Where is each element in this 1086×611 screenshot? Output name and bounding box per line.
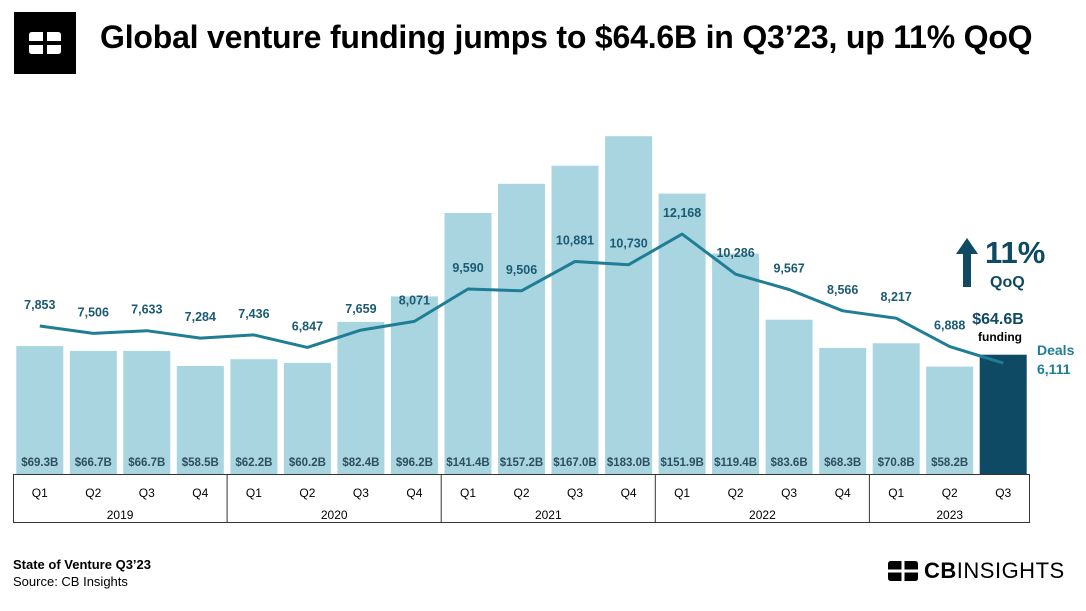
qoq-label: QoQ — [990, 274, 1025, 291]
deals-value-label: 9,567 — [773, 262, 804, 276]
deals-value-label: 7,633 — [131, 303, 162, 317]
funding-bar — [337, 321, 385, 474]
source-note: Source: CB Insights — [13, 574, 128, 589]
deals-value-label: 10,881 — [556, 234, 594, 248]
funding-bar — [283, 362, 331, 474]
funding-bar — [498, 183, 545, 475]
year-label: 2023 — [936, 508, 963, 522]
funding-bar — [16, 346, 64, 474]
deals-value-label: 7,436 — [238, 307, 269, 321]
funding-bar — [979, 354, 1027, 474]
deals-value-label: 9,506 — [506, 263, 537, 277]
funding-bar — [444, 213, 492, 474]
bar-value-label: $68.3B — [824, 457, 861, 469]
x-tick-label: Q4 — [835, 486, 851, 500]
x-tick-label: Q2 — [513, 486, 529, 500]
x-tick-label: Q4 — [192, 486, 208, 500]
funding-bar — [765, 319, 813, 474]
x-tick-label: Q1 — [32, 486, 48, 500]
bar-value-label: $70.8B — [878, 457, 915, 469]
deals-value-label: 8,071 — [399, 293, 430, 307]
bar-value-label: $69.3B — [21, 457, 58, 469]
x-tick-label: Q2 — [942, 486, 958, 500]
bar-value-label: $183.0B — [607, 457, 650, 469]
deals-value-label: 10,730 — [609, 237, 647, 251]
bar-value-label: $167.0B — [553, 457, 596, 469]
up-arrow-icon — [956, 238, 978, 287]
year-label: 2019 — [107, 508, 134, 522]
x-tick-label: Q3 — [995, 486, 1011, 500]
x-tick-label: Q4 — [621, 486, 637, 500]
funding-bar — [819, 347, 867, 474]
year-label: 2022 — [749, 508, 776, 522]
deals-line — [39, 232, 1004, 365]
x-tick-label: Q2 — [299, 486, 315, 500]
cb-logo-mark-icon — [29, 32, 61, 54]
funding-bar — [926, 366, 974, 474]
brand-bold: CB — [924, 558, 957, 583]
cb-brand-icon — [888, 561, 918, 581]
bar-value-label: $141.4B — [446, 457, 489, 469]
deals-value-label: 7,284 — [185, 310, 216, 324]
deals-value-label: 7,659 — [345, 302, 376, 316]
bar-value-label: $83.6B — [771, 457, 808, 469]
year-label: 2021 — [535, 508, 562, 522]
x-tick-label: Q1 — [674, 486, 690, 500]
x-tick-label: Q2 — [728, 486, 744, 500]
bar-value-label: $96.2B — [396, 457, 433, 469]
deals-value-label: 7,853 — [24, 298, 55, 312]
bar-value-label: $151.9B — [660, 457, 703, 469]
x-tick-label: Q3 — [567, 486, 583, 500]
bar-value-label: $66.7B — [75, 457, 112, 469]
deals-value-label: 10,286 — [716, 246, 754, 260]
deals-value-label: 7,506 — [78, 305, 109, 319]
x-tick-label: Q3 — [781, 486, 797, 500]
funding-bar — [872, 343, 920, 474]
x-tick-label: Q2 — [85, 486, 101, 500]
deals-value-label: 6,888 — [934, 319, 965, 333]
funding-bar — [712, 253, 760, 474]
funding-callout-value: $64.6B — [972, 311, 1024, 328]
cb-insights-brand: CBINSIGHTS — [888, 558, 1065, 584]
bar-value-label: $119.4B — [714, 457, 757, 469]
funding-callout-label: funding — [978, 330, 1022, 344]
bar-value-label: $58.2B — [931, 457, 968, 469]
bar-value-label: $60.2B — [289, 457, 326, 469]
deals-value-label: 9,590 — [452, 261, 483, 275]
brand-light: INSIGHTS — [956, 558, 1065, 583]
x-tick-label: Q1 — [460, 486, 476, 500]
x-tick-label: Q3 — [139, 486, 155, 500]
deals-value-label: 12,168 — [663, 206, 701, 220]
year-label: 2020 — [321, 508, 348, 522]
deals-callout-value: 6,111 — [1037, 361, 1071, 377]
bar-value-label: $66.7B — [128, 457, 165, 469]
funding-bar — [176, 366, 224, 474]
deals-callout-label: Deals — [1037, 342, 1075, 358]
qoq-percent: 11% — [985, 235, 1045, 270]
x-tick-label: Q1 — [246, 486, 262, 500]
bar-value-label: $82.4B — [342, 457, 379, 469]
x-tick-label: Q1 — [888, 486, 904, 500]
funding-bar — [123, 350, 171, 474]
report-title: State of Venture Q3’23 — [13, 557, 151, 572]
funding-bar — [230, 359, 278, 474]
page-title: Global venture funding jumps to $64.6B i… — [100, 19, 1033, 55]
bar-value-label: $62.2B — [235, 457, 272, 469]
funding-bar — [551, 165, 599, 474]
x-tick-label: Q3 — [353, 486, 369, 500]
funding-bar — [605, 136, 653, 474]
funding-bar — [658, 193, 706, 474]
funding-bar — [390, 296, 438, 474]
bar-value-label: $157.2B — [500, 457, 543, 469]
x-tick-label: Q4 — [406, 486, 422, 500]
cb-insights-logo — [14, 12, 76, 74]
deals-value-label: 8,217 — [881, 290, 912, 304]
deals-value-label: 6,847 — [292, 319, 323, 333]
bar-value-label: $58.5B — [182, 457, 219, 469]
funding-bar — [69, 350, 117, 474]
deals-value-label: 8,566 — [827, 283, 858, 297]
